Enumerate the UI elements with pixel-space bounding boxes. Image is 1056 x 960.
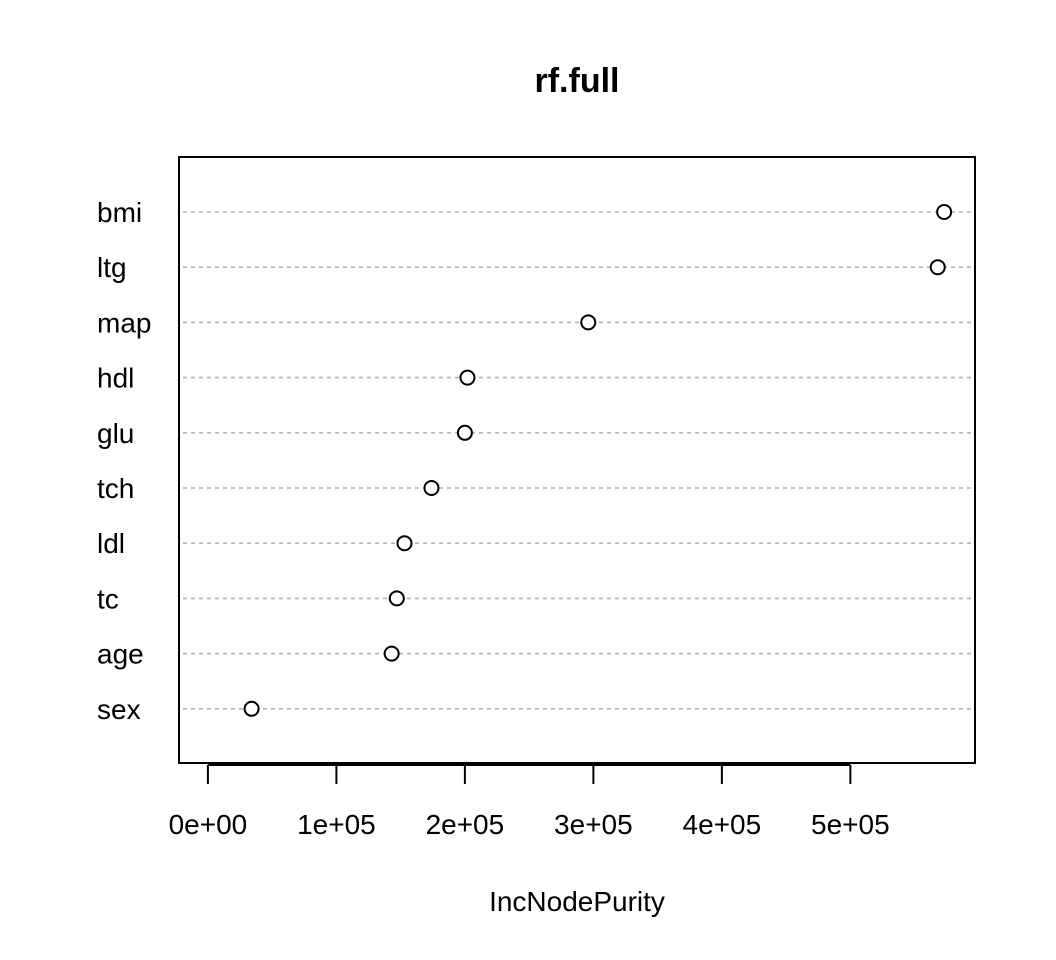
x-tick-label-5: 5e+05 bbox=[811, 809, 890, 840]
plot-area-frame bbox=[178, 156, 976, 764]
x-axis-title: IncNodePurity bbox=[489, 886, 665, 917]
category-label-tch: tch bbox=[97, 473, 134, 504]
x-tick-label-1: 1e+05 bbox=[297, 809, 376, 840]
point-hdl bbox=[459, 369, 476, 386]
point-ldl bbox=[396, 535, 413, 552]
data-points bbox=[243, 204, 953, 717]
point-map bbox=[580, 314, 597, 331]
category-label-map: map bbox=[97, 307, 151, 338]
category-label-glu: glu bbox=[97, 418, 134, 449]
point-tc bbox=[388, 590, 405, 607]
x-tick-label-4: 4e+05 bbox=[683, 809, 762, 840]
x-tick-label-0: 0e+00 bbox=[169, 809, 248, 840]
category-label-sex: sex bbox=[97, 694, 141, 725]
guide-lines bbox=[183, 211, 971, 710]
category-label-tc: tc bbox=[97, 583, 119, 614]
category-labels: bmi ltg map hdl glu tch ldl tc age sex bbox=[97, 197, 151, 725]
x-axis: 0e+00 1e+05 2e+05 3e+05 4e+05 5e+05 bbox=[169, 764, 890, 840]
point-sex bbox=[243, 700, 260, 717]
category-label-age: age bbox=[97, 639, 144, 670]
point-bmi bbox=[936, 204, 953, 220]
point-age bbox=[383, 645, 400, 662]
point-ltg bbox=[929, 259, 946, 276]
point-tch bbox=[423, 480, 440, 496]
category-label-bmi: bmi bbox=[97, 197, 142, 228]
point-glu bbox=[456, 424, 473, 441]
category-label-ltg: ltg bbox=[97, 252, 127, 283]
chart-title: rf.full bbox=[535, 62, 620, 100]
category-label-ldl: ldl bbox=[97, 528, 125, 559]
category-label-hdl: hdl bbox=[97, 363, 134, 394]
x-tick-label-3: 3e+05 bbox=[554, 809, 633, 840]
x-tick-label-2: 2e+05 bbox=[426, 809, 505, 840]
